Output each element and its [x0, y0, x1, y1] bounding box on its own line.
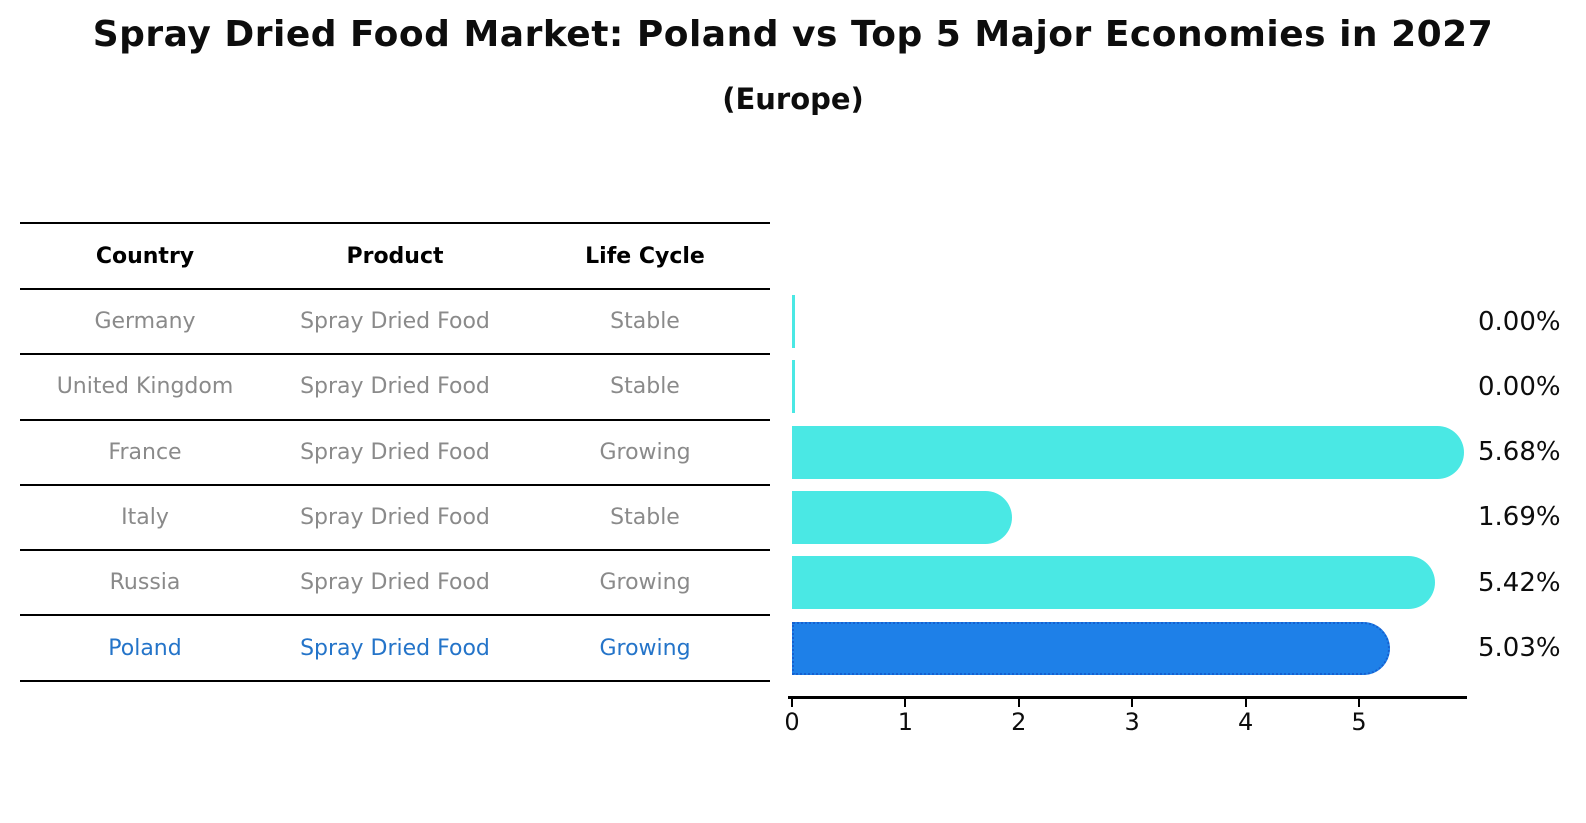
cell-product: Spray Dried Food [300, 374, 490, 400]
bar-italy [792, 490, 1012, 544]
table-row: Russia Spray Dried Food Growing [20, 551, 770, 617]
table-row: France Spray Dried Food Growing [20, 421, 770, 486]
x-tick-mark [1017, 698, 1020, 707]
cell-country: United Kingdom [56, 374, 234, 400]
bar-france [792, 425, 1464, 479]
table-row: Italy Spray Dried Food Stable [20, 486, 770, 552]
cell-country: Russia [109, 570, 181, 596]
cell-product: Spray Dried Food [300, 505, 490, 531]
x-tick-label: 2 [1011, 708, 1027, 736]
cell-product: Spray Dried Food [300, 439, 490, 465]
column-header-country: Country [95, 243, 195, 269]
table-row: Poland Spray Dried Food Growing [20, 616, 770, 682]
cell-life-cycle: Growing [599, 635, 691, 661]
cell-country: Poland [108, 635, 182, 661]
table-row: United Kingdom Spray Dried Food Stable [20, 355, 770, 421]
x-tick-label: 5 [1351, 708, 1367, 736]
table-body: Germany Spray Dried Food Stable United King… [20, 290, 770, 682]
value-label: 0.00% [1478, 371, 1561, 402]
cell-product: Spray Dried Food [300, 635, 490, 661]
x-tick-mark [791, 698, 793, 707]
x-tick-label: 4 [1237, 708, 1254, 736]
table-row: Germany Spray Dried Food Stable [20, 290, 770, 356]
column-header-product: Product [346, 243, 444, 269]
value-label: 5.42% [1478, 567, 1561, 598]
chart-title: Spray Dried Food Market: Poland vs Top 5… [92, 14, 1494, 55]
cell-country: Germany [94, 309, 196, 335]
x-tick-mark [1244, 698, 1247, 707]
value-label: 5.68% [1478, 437, 1561, 468]
value-label: 5.03% [1478, 633, 1561, 663]
x-axis-line [788, 696, 1467, 699]
column-header-life-cycle: Life Cycle [585, 243, 705, 269]
cell-life-cycle: Growing [599, 439, 691, 465]
cell-life-cycle: Stable [610, 309, 680, 335]
bar-germany [792, 295, 795, 348]
x-tick-mark [1131, 698, 1134, 707]
bar-united-kingdom [792, 360, 795, 414]
value-label: 1.69% [1478, 502, 1561, 533]
x-tick-mark [1358, 698, 1360, 707]
value-label: 0.00% [1478, 306, 1561, 337]
cell-country: France [108, 439, 182, 465]
x-tick-label: 3 [1124, 708, 1140, 736]
cell-life-cycle: Stable [610, 505, 680, 531]
x-tick-label: 0 [784, 708, 800, 736]
bar-poland [792, 621, 1390, 675]
country-table: Country Product Life Cycle Germany Spray … [20, 222, 770, 682]
cell-product: Spray Dried Food [300, 570, 490, 596]
x-tick-label: 1 [897, 708, 914, 736]
cell-life-cycle: Growing [599, 570, 691, 596]
x-tick-mark [904, 698, 907, 707]
bar-russia [792, 556, 1435, 610]
table-header-row: Country Product Life Cycle [20, 224, 770, 290]
chart-subtitle: (Europe) [722, 82, 864, 116]
cell-product: Spray Dried Food [300, 309, 490, 335]
cell-life-cycle: Stable [610, 374, 680, 400]
cell-country: Italy [121, 505, 169, 531]
